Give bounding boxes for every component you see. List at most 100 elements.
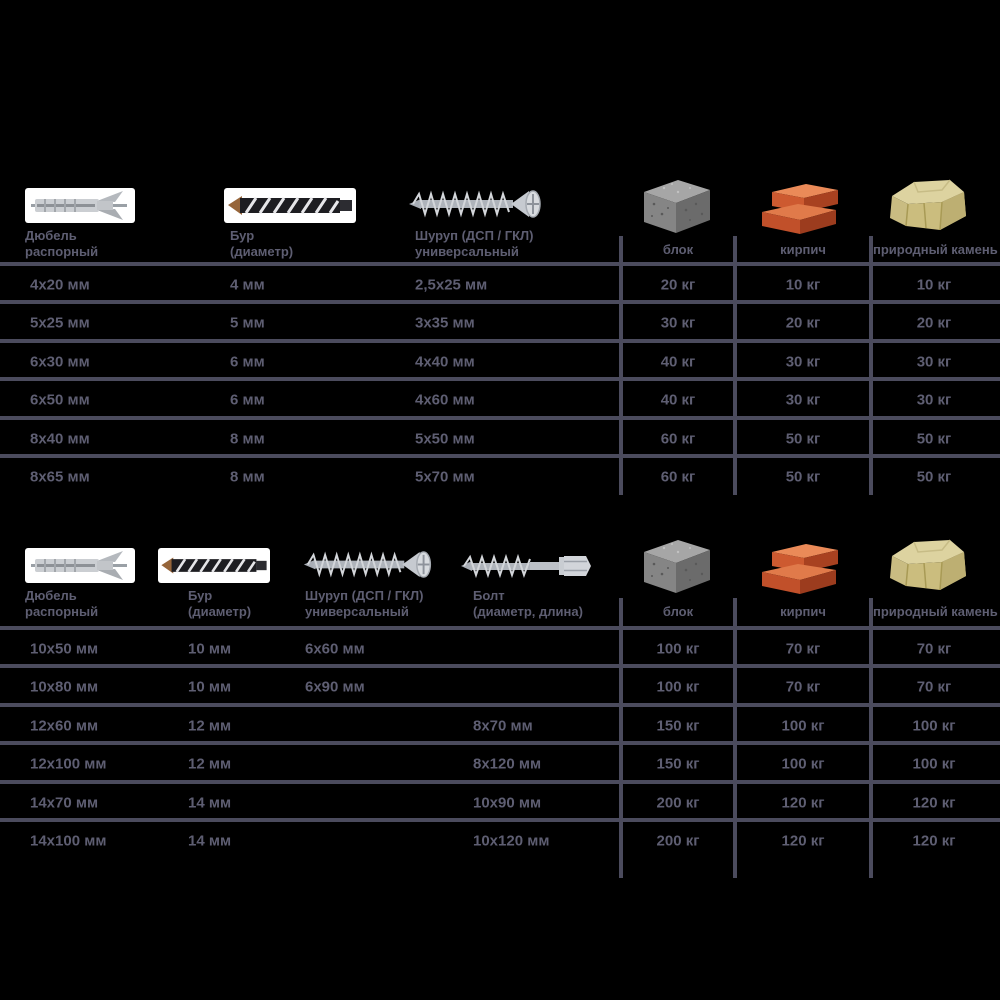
dowel-size: 10x80 мм	[30, 678, 99, 696]
dowel-size: 12x100 мм	[30, 755, 107, 773]
t1-row-5: 8x40 мм 8 мм 5x50 мм 60 кг 50 кг 50 кг	[0, 420, 1000, 458]
bricks-icon	[762, 184, 838, 234]
drill-size: 4 мм	[230, 276, 265, 294]
dowel-size: 14x70 мм	[30, 794, 99, 812]
concrete-block-image	[638, 176, 716, 236]
dowel-size: 5x25 мм	[30, 314, 90, 332]
t2-vertical-divider	[869, 598, 873, 878]
block-load: 200 кг	[656, 794, 700, 812]
block-load: 60 кг	[660, 430, 696, 448]
t1-screw-header: Шуруп (ДСП / ГКЛ) универсальный	[415, 228, 534, 260]
dowel-image	[25, 188, 135, 223]
t2-divider	[0, 626, 1000, 630]
bricks-icon	[762, 544, 838, 594]
t1-row-1: 4x20 мм 4 мм 2,5x25 мм 20 кг 10 кг 10 кг	[0, 266, 1000, 304]
brick-load: 100 кг	[781, 717, 825, 735]
bricks-image	[760, 536, 844, 596]
drill-size: 10 мм	[188, 640, 232, 658]
dowel-size: 6x30 мм	[30, 353, 90, 371]
header-line: универсальный	[415, 244, 519, 259]
block-load: 200 кг	[656, 832, 700, 850]
t1-row-6: 8x65 мм 8 мм 5x70 мм 60 кг 50 кг 50 кг	[0, 458, 1000, 496]
t1-row-4: 6x50 мм 6 мм 4x60 мм 40 кг 30 кг 30 кг	[0, 381, 1000, 419]
t2-row-6: 14x100 мм 14 мм 10x120 мм 200 кг 120 кг …	[0, 822, 1000, 860]
expansion-dowel-icon	[31, 551, 127, 580]
stone-load: 100 кг	[912, 717, 956, 735]
stone-load: 100 кг	[912, 755, 956, 773]
t1-divider	[0, 339, 1000, 343]
header-line: Дюбель	[25, 588, 77, 603]
dowel-image	[25, 548, 135, 583]
bolt-size: 8x70 мм	[473, 717, 533, 735]
t2-vertical-divider	[619, 598, 623, 878]
header-line: (диаметр, длина)	[473, 604, 583, 619]
drill-bit-icon	[228, 196, 352, 215]
brick-load: 20 кг	[785, 314, 821, 332]
screw-size: 6x90 мм	[305, 678, 365, 696]
t2-divider	[0, 703, 1000, 707]
drill-size: 10 мм	[188, 678, 232, 696]
natural-stone-icon	[890, 539, 966, 591]
stone-load: 50 кг	[916, 468, 952, 486]
lag-bolt-image	[458, 550, 596, 582]
dowel-size: 12x60 мм	[30, 717, 99, 735]
block-load: 40 кг	[660, 391, 696, 409]
t2-bolt-header: Болт (диаметр, длина)	[473, 588, 583, 620]
screw-size: 4x60 мм	[415, 391, 475, 409]
screw-size: 6x60 мм	[305, 640, 365, 658]
drill-size: 6 мм	[230, 391, 265, 409]
stone-image	[884, 534, 970, 596]
header-line: Бур	[188, 588, 213, 603]
drill-size: 12 мм	[188, 717, 232, 735]
block-load: 20 кг	[660, 276, 696, 294]
drill-size: 8 мм	[230, 468, 265, 486]
screw-size: 3x35 мм	[415, 314, 475, 332]
stone-load: 10 кг	[916, 276, 952, 294]
bolt-size: 10x120 мм	[473, 832, 550, 850]
stone-load: 30 кг	[916, 391, 952, 409]
t2-row-5: 14x70 мм 14 мм 10x90 мм 200 кг 120 кг 12…	[0, 784, 1000, 822]
header-line: Шуруп (ДСП / ГКЛ)	[415, 228, 534, 243]
t1-vertical-divider	[869, 236, 873, 495]
expansion-dowel-icon	[31, 191, 127, 220]
t1-divider	[0, 416, 1000, 420]
block-load: 100 кг	[656, 678, 700, 696]
t1-divider	[0, 377, 1000, 381]
t2-divider	[0, 664, 1000, 668]
drill-size: 6 мм	[230, 353, 265, 371]
t2-divider	[0, 780, 1000, 784]
concrete-block-image	[638, 536, 716, 596]
t1-vertical-divider	[619, 236, 623, 495]
block-load: 100 кг	[656, 640, 700, 658]
header-line: распорный	[25, 604, 99, 619]
block-load: 60 кг	[660, 468, 696, 486]
drill-size: 12 мм	[188, 755, 232, 773]
brick-load: 120 кг	[781, 794, 825, 812]
header-line: распорный	[25, 244, 99, 259]
screw-icon	[409, 190, 541, 218]
t1-divider	[0, 454, 1000, 458]
stone-load: 30 кг	[916, 353, 952, 371]
screw-size: 4x40 мм	[415, 353, 475, 371]
hex-bolt-icon	[461, 553, 591, 579]
t2-vertical-divider	[733, 598, 737, 878]
t2-divider	[0, 741, 1000, 745]
block-load: 150 кг	[656, 755, 700, 773]
bricks-image	[760, 176, 844, 236]
t1-divider	[0, 300, 1000, 304]
bolt-size: 10x90 мм	[473, 794, 542, 812]
dowel-size: 8x65 мм	[30, 468, 90, 486]
t1-dowel-header: Дюбель распорный	[25, 228, 98, 260]
t1-row-3: 6x30 мм 6 мм 4x40 мм 40 кг 30 кг 30 кг	[0, 343, 1000, 381]
header-line: Бур	[230, 228, 255, 243]
drill-size: 14 мм	[188, 794, 232, 812]
t2-divider	[0, 818, 1000, 822]
brick-load: 30 кг	[785, 391, 821, 409]
natural-stone-icon	[890, 179, 966, 231]
header-line: Шуруп (ДСП / ГКЛ)	[305, 588, 424, 603]
t1-vertical-divider	[733, 236, 737, 495]
header-line: (диаметр)	[188, 604, 252, 619]
drill-size: 8 мм	[230, 430, 265, 448]
block-load: 30 кг	[660, 314, 696, 332]
t1-block-header: блок	[662, 242, 694, 257]
